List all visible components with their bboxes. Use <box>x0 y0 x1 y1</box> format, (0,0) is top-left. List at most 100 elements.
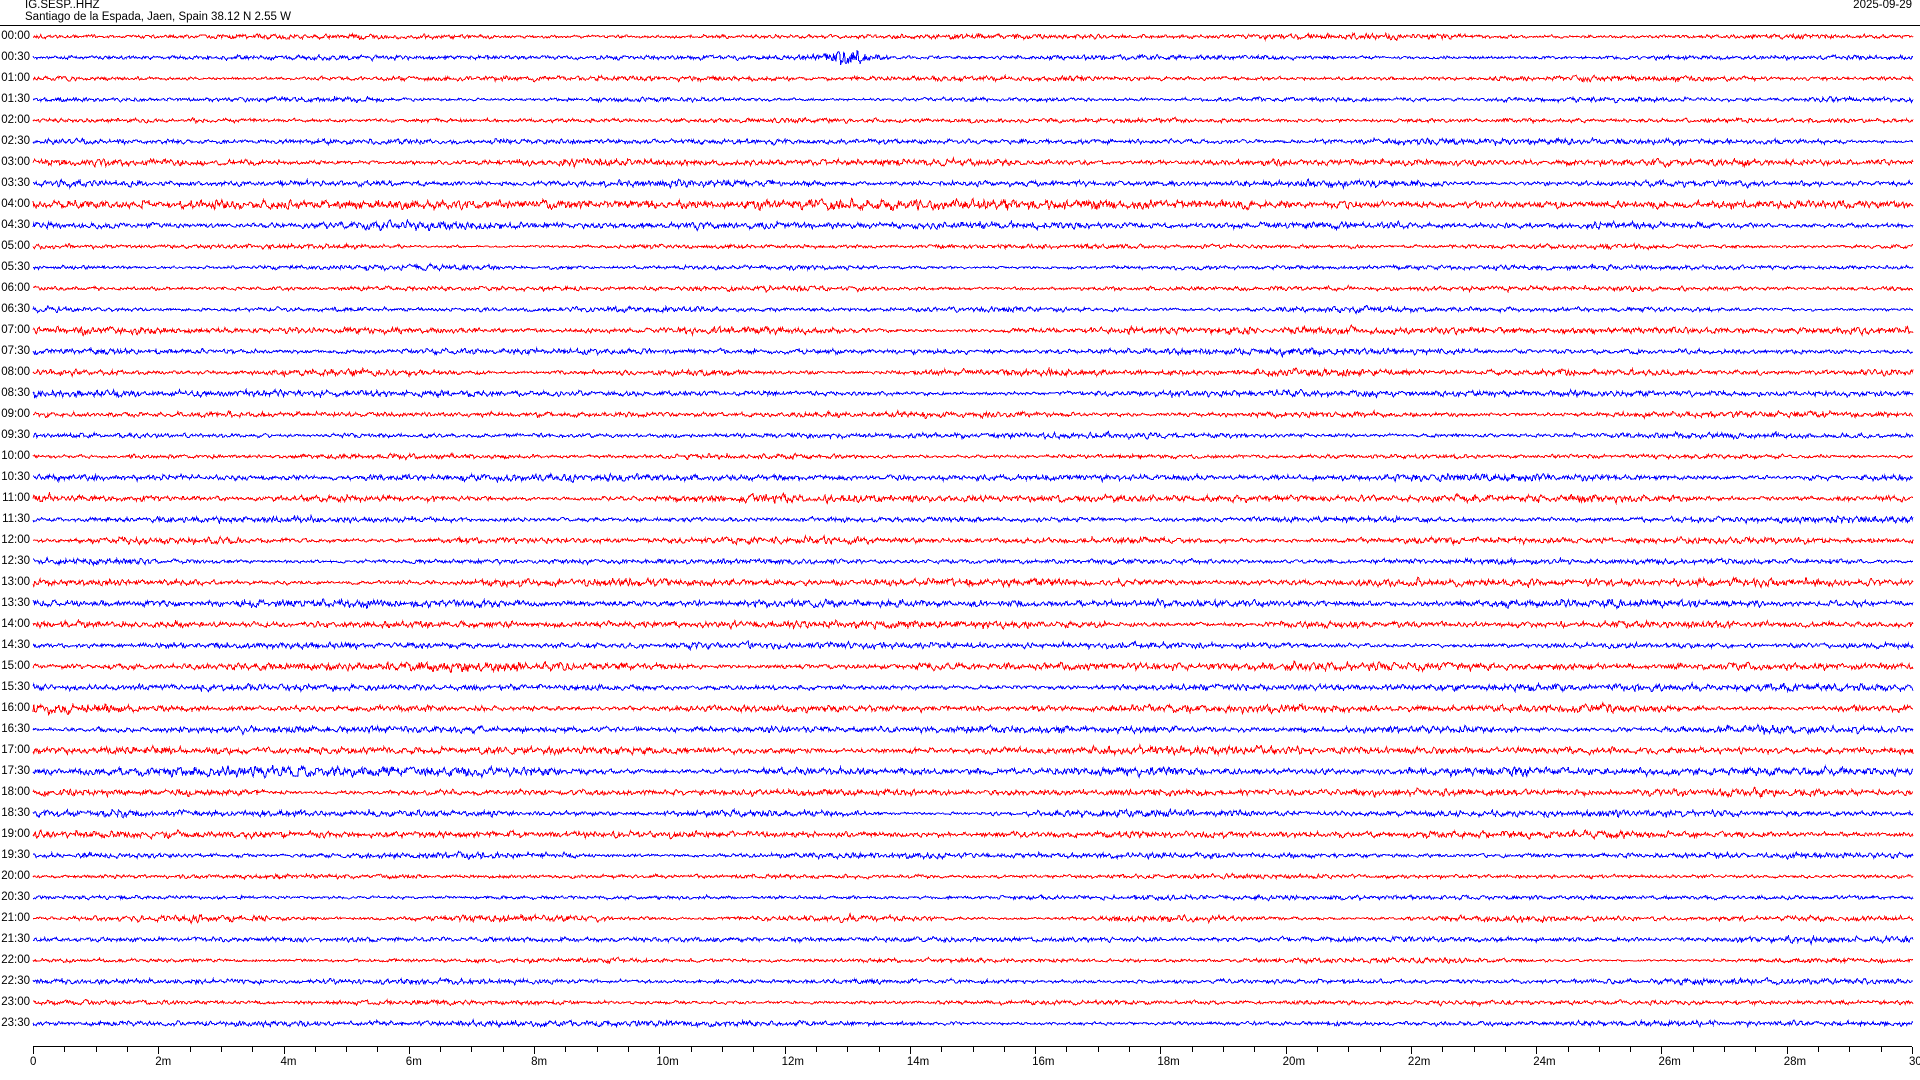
trace-row: 09:30 <box>0 425 1920 446</box>
seismic-trace <box>32 236 1914 257</box>
axis-major-tick <box>1285 1047 1287 1054</box>
trace-time-label: 12:30 <box>1 555 30 567</box>
axis-minor-tick <box>1567 1047 1569 1052</box>
axis-minor-tick <box>628 1047 630 1052</box>
seismic-trace <box>32 131 1914 152</box>
axis-minor-tick <box>1755 1047 1757 1052</box>
axis-major-tick <box>784 1047 786 1054</box>
trace-time-label: 19:30 <box>1 849 30 861</box>
seismic-trace <box>32 194 1914 215</box>
trace-row: 20:00 <box>0 866 1920 887</box>
seismic-trace <box>32 929 1914 950</box>
axis-minor-tick <box>64 1047 66 1052</box>
axis-minor-tick <box>95 1047 97 1052</box>
trace-time-label: 08:30 <box>1 387 30 399</box>
trace-row: 18:00 <box>0 782 1920 803</box>
axis-major-tick <box>1160 1047 1162 1054</box>
seismic-trace <box>32 908 1914 929</box>
seismic-trace <box>32 362 1914 383</box>
seismic-trace <box>32 278 1914 299</box>
axis-minor-tick <box>847 1047 849 1052</box>
axis-minor-tick <box>252 1047 254 1052</box>
seismic-trace <box>32 488 1914 509</box>
axis-tick-label: 24m <box>1533 1056 1556 1068</box>
trace-row: 19:00 <box>0 824 1920 845</box>
trace-row: 10:30 <box>0 467 1920 488</box>
axis-minor-tick <box>565 1047 567 1052</box>
trace-row: 22:30 <box>0 971 1920 992</box>
axis-tick-label: 0 <box>30 1056 37 1068</box>
seismic-trace <box>32 467 1914 488</box>
trace-time-label: 02:00 <box>1 114 30 126</box>
trace-time-label: 14:00 <box>1 618 30 630</box>
axis-tick-label: 4m <box>280 1056 297 1068</box>
seismic-trace <box>32 992 1914 1013</box>
seismic-trace <box>32 446 1914 467</box>
axis-minor-tick <box>1316 1047 1318 1052</box>
trace-time-label: 17:30 <box>1 765 30 777</box>
axis-tick-label: 18m <box>1157 1056 1180 1068</box>
axis-minor-tick <box>1003 1047 1005 1052</box>
seismic-trace <box>32 383 1914 404</box>
trace-time-label: 11:30 <box>2 513 30 525</box>
trace-row: 16:30 <box>0 719 1920 740</box>
trace-row: 07:30 <box>0 341 1920 362</box>
trace-row: 17:00 <box>0 740 1920 761</box>
trace-time-label: 17:00 <box>1 744 30 756</box>
seismic-trace <box>32 761 1914 782</box>
axis-minor-tick <box>1066 1047 1068 1052</box>
axis-tick-label: 2m <box>155 1056 172 1068</box>
trace-time-label: 15:00 <box>1 660 30 672</box>
seismic-trace <box>32 1013 1914 1034</box>
seismic-trace <box>32 719 1914 740</box>
trace-time-label: 10:30 <box>1 471 30 483</box>
seismic-trace <box>32 404 1914 425</box>
record-date: 2025-09-29 <box>1853 0 1912 11</box>
trace-time-label: 02:30 <box>1 135 30 147</box>
trace-row: 05:30 <box>0 257 1920 278</box>
axis-minor-tick <box>878 1047 880 1052</box>
axis-tick-label: 14m <box>906 1056 930 1068</box>
axis-minor-tick <box>1598 1047 1600 1052</box>
seismic-trace <box>32 845 1914 866</box>
trace-row: 09:00 <box>0 404 1920 425</box>
seismic-trace <box>32 656 1914 677</box>
axis-minor-tick <box>314 1047 316 1052</box>
trace-time-label: 10:00 <box>1 450 30 462</box>
axis-minor-tick <box>1473 1047 1475 1052</box>
seismic-trace <box>32 152 1914 173</box>
axis-tick-label: 8m <box>531 1056 548 1068</box>
seismic-trace <box>32 971 1914 992</box>
axis-tick-label: 6m <box>405 1056 422 1068</box>
seismic-trace <box>32 509 1914 530</box>
axis-tick-label: 12m <box>781 1056 804 1068</box>
axis-tick-label: 28m <box>1783 1056 1807 1068</box>
trace-row: 01:00 <box>0 68 1920 89</box>
trace-time-label: 23:00 <box>1 996 30 1008</box>
axis-tick-label: 20m <box>1282 1056 1306 1068</box>
axis-minor-tick <box>1348 1047 1350 1052</box>
axis-minor-tick <box>346 1047 348 1052</box>
seismic-trace <box>32 698 1914 719</box>
axis-minor-tick <box>690 1047 692 1052</box>
trace-row: 21:00 <box>0 908 1920 929</box>
trace-time-label: 16:30 <box>1 723 30 735</box>
axis-minor-tick <box>189 1047 191 1052</box>
axis-major-tick <box>158 1047 160 1054</box>
axis-tick-label: 26m <box>1658 1056 1681 1068</box>
trace-row: 13:00 <box>0 572 1920 593</box>
seismic-trace <box>32 110 1914 131</box>
trace-time-label: 04:30 <box>1 219 30 231</box>
time-axis: 0 2m 4m 6m 8m 10m 12m 14m 16m 18m 20m 22m 24m 26m 28m 3… <box>0 1046 1920 1080</box>
seismic-trace <box>32 173 1914 194</box>
axis-minor-tick <box>1254 1047 1256 1052</box>
trace-time-label: 01:30 <box>1 93 30 105</box>
axis-minor-tick <box>721 1047 723 1052</box>
axis-minor-tick <box>1849 1047 1851 1052</box>
axis-minor-tick <box>220 1047 222 1052</box>
trace-row: 05:00 <box>0 236 1920 257</box>
trace-row: 13:30 <box>0 593 1920 614</box>
trace-row: 00:30 <box>0 47 1920 68</box>
trace-row: 08:30 <box>0 383 1920 404</box>
trace-row: 07:00 <box>0 320 1920 341</box>
